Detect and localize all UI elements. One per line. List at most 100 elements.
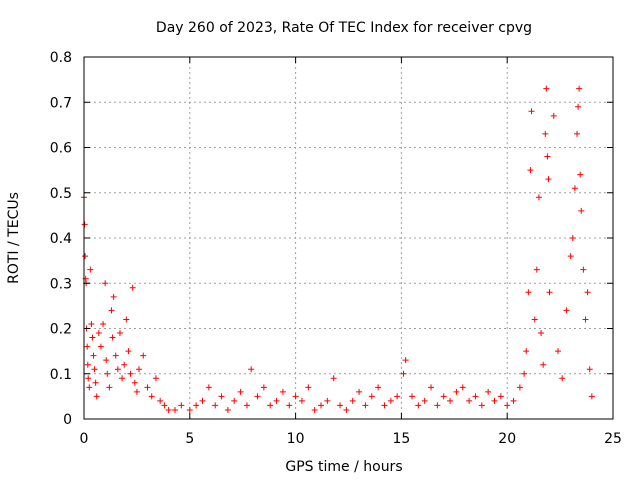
data-point bbox=[538, 330, 545, 337]
data-point bbox=[343, 406, 350, 413]
y-axis-label: ROTI / TECUs bbox=[6, 192, 22, 284]
data-point bbox=[90, 352, 97, 359]
y-tick-label: 0.5 bbox=[50, 186, 72, 202]
x-tick-label: 10 bbox=[287, 431, 305, 447]
data-point bbox=[533, 266, 540, 273]
data-point bbox=[144, 384, 151, 391]
data-point bbox=[569, 235, 576, 241]
data-point bbox=[381, 402, 388, 409]
data-point bbox=[93, 393, 100, 400]
data-point bbox=[161, 402, 168, 409]
data-point bbox=[349, 397, 356, 404]
data-point bbox=[224, 406, 231, 413]
data-point bbox=[84, 343, 91, 350]
data-point bbox=[434, 402, 441, 409]
data-point bbox=[193, 402, 200, 409]
data-point bbox=[212, 402, 219, 409]
y-tick-label: 0.2 bbox=[50, 322, 72, 338]
data-point bbox=[243, 402, 250, 409]
data-point bbox=[466, 397, 473, 404]
data-point bbox=[563, 307, 570, 314]
data-point bbox=[311, 406, 318, 413]
data-point bbox=[133, 388, 140, 395]
data-point bbox=[106, 384, 113, 391]
y-tick-label: 0.6 bbox=[50, 141, 72, 157]
x-tick-label: 5 bbox=[185, 431, 194, 447]
data-point bbox=[218, 393, 225, 400]
x-axis-label: GPS time / hours bbox=[285, 459, 402, 475]
data-point bbox=[121, 361, 128, 368]
y-tick-label: 0.1 bbox=[50, 367, 72, 383]
data-point bbox=[545, 176, 552, 183]
x-tick-label: 0 bbox=[80, 431, 89, 447]
y-tick-label: 0.7 bbox=[50, 95, 72, 111]
data-point bbox=[337, 402, 344, 409]
data-point bbox=[237, 388, 244, 395]
data-point bbox=[178, 402, 185, 409]
data-point bbox=[478, 402, 485, 409]
data-point bbox=[504, 402, 511, 409]
data-point bbox=[559, 375, 566, 382]
data-point bbox=[540, 361, 547, 368]
data-point bbox=[108, 307, 115, 314]
data-point bbox=[298, 397, 305, 404]
chart-title: Day 260 of 2023, Rate Of TEC Index for r… bbox=[156, 20, 532, 36]
data-point bbox=[554, 348, 561, 355]
data-point bbox=[157, 397, 164, 404]
data-point bbox=[578, 207, 585, 214]
data-point bbox=[535, 194, 542, 201]
data-point bbox=[103, 357, 110, 364]
axis-ticks: 0 5 10 15 20 25 0 0.1 0.2 0.3 0.4 0.5 0.6 0.7 0.8 bbox=[50, 50, 622, 447]
data-point bbox=[497, 393, 504, 400]
data-point bbox=[286, 402, 293, 409]
data-point bbox=[248, 366, 255, 373]
data-point bbox=[387, 397, 394, 404]
data-point bbox=[104, 370, 111, 377]
data-point bbox=[567, 253, 574, 260]
data-point bbox=[586, 366, 593, 373]
data-point bbox=[485, 388, 492, 395]
data-point bbox=[447, 397, 454, 404]
data-point bbox=[254, 393, 261, 400]
data-point bbox=[580, 266, 587, 273]
data-point bbox=[89, 334, 96, 341]
data-points bbox=[81, 85, 595, 413]
data-point bbox=[544, 153, 551, 160]
data-point bbox=[588, 393, 595, 400]
data-point bbox=[95, 330, 102, 337]
data-point bbox=[116, 330, 123, 337]
data-point bbox=[408, 393, 415, 400]
data-point bbox=[152, 375, 159, 382]
data-point bbox=[356, 388, 363, 395]
data-point bbox=[186, 406, 193, 413]
data-point bbox=[528, 108, 535, 115]
data-point bbox=[260, 384, 267, 391]
data-point bbox=[279, 388, 286, 395]
data-point bbox=[148, 393, 155, 400]
data-point bbox=[231, 397, 238, 404]
data-point bbox=[575, 103, 582, 110]
data-point bbox=[100, 320, 107, 327]
data-point bbox=[102, 280, 109, 287]
data-point bbox=[491, 397, 498, 404]
x-tick-label: 20 bbox=[498, 431, 516, 447]
data-point bbox=[421, 397, 428, 404]
data-point bbox=[542, 130, 549, 137]
data-point bbox=[400, 370, 407, 377]
data-point bbox=[521, 370, 528, 377]
data-point bbox=[510, 397, 517, 404]
data-point bbox=[110, 293, 117, 300]
data-point bbox=[131, 379, 138, 386]
data-point bbox=[82, 253, 89, 260]
data-point bbox=[114, 366, 121, 373]
data-point bbox=[305, 384, 312, 391]
data-point bbox=[84, 361, 91, 368]
data-point bbox=[165, 406, 172, 413]
data-point bbox=[525, 289, 532, 296]
data-point bbox=[362, 402, 369, 409]
y-tick-label: 0.3 bbox=[50, 276, 72, 292]
data-point bbox=[577, 171, 584, 178]
data-point bbox=[86, 384, 93, 391]
data-point bbox=[527, 167, 534, 174]
data-point bbox=[582, 316, 589, 323]
